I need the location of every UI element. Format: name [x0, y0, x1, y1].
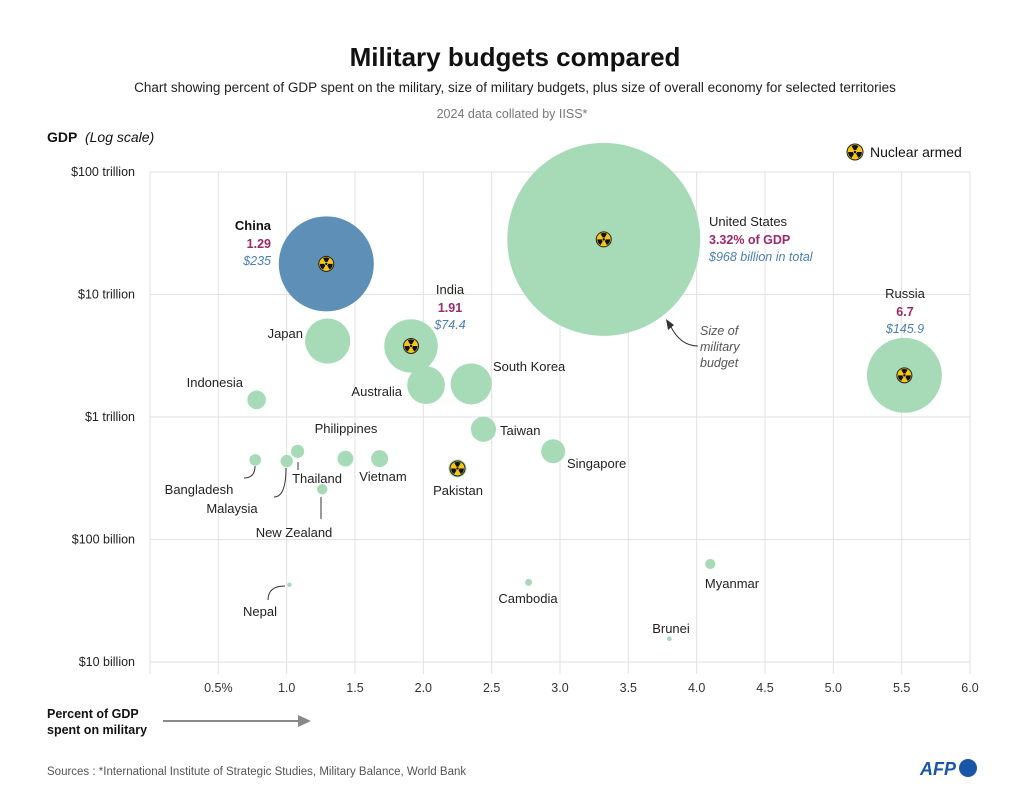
- budget-label-russia: $145.9: [885, 322, 924, 336]
- radiation-icon: [846, 143, 864, 161]
- label-india: India: [436, 282, 465, 297]
- bubble-taiwan: [470, 416, 497, 442]
- x-tick-label: 5.0: [825, 681, 842, 695]
- bubble-cambodia: [525, 578, 533, 586]
- bubble-brunei: [666, 636, 672, 642]
- label-brunei: Brunei: [652, 621, 690, 636]
- label-bangladesh: Bangladesh: [165, 482, 234, 497]
- nuclear-icon-united-states: [595, 231, 612, 248]
- y-axis-title-note: (Log scale): [85, 129, 154, 145]
- label-vietnam: Vietnam: [359, 469, 406, 484]
- y-tick-label: $100 trillion: [71, 165, 135, 179]
- chart-subtitle: Chart showing percent of GDP spent on th…: [134, 80, 896, 95]
- x-tick-label: 6.0: [961, 681, 978, 695]
- label-russia: Russia: [885, 286, 926, 301]
- leader-lines: [243, 462, 322, 601]
- legend-radiation-symbol: [846, 143, 864, 161]
- bubble-philippines: [291, 444, 305, 458]
- legend: Nuclear armed: [846, 143, 962, 161]
- y-tick-label: $100 billion: [72, 533, 135, 547]
- label-australia: Australia: [351, 384, 402, 399]
- bubble-nepal: [287, 582, 292, 588]
- bubble-australia: [407, 366, 445, 405]
- budget-label-united-states: $968 billion in total: [708, 250, 814, 264]
- label-new-zealand: New Zealand: [256, 525, 333, 540]
- chart-title: Military budgets compared: [350, 42, 681, 72]
- sources-note: Sources : *International Institute of St…: [47, 766, 466, 778]
- legend-label: Nuclear armed: [870, 144, 962, 160]
- annotation-line-1: Size of: [700, 324, 740, 338]
- x-tick-label: 4.5: [756, 681, 773, 695]
- x-axis-title-line-2: spent on military: [47, 723, 147, 737]
- label-myanmar: Myanmar: [705, 576, 760, 591]
- bubble-bangladesh: [249, 454, 262, 466]
- x-axis-arrow-head: [298, 715, 311, 727]
- y-tick-label: $1 trillion: [85, 410, 135, 424]
- x-tick-label: 2.5: [483, 681, 500, 695]
- x-axis-title-line-1: Percent of GDP: [47, 707, 139, 721]
- bubble-vietnam: [337, 450, 354, 467]
- label-taiwan: Taiwan: [500, 423, 540, 438]
- annotation-arrowhead: [666, 319, 674, 330]
- leader-nepal: [267, 585, 286, 601]
- label-singapore: Singapore: [567, 456, 626, 471]
- x-axis-ticks: 0.5% 1.0 1.5 2.0 2.5 3.0 3.5 4.0 4.5 5.0 5.5 6.0: [204, 681, 979, 695]
- bubble-new-zealand: [317, 484, 328, 495]
- label-japan: Japan: [268, 326, 303, 341]
- label-united-states: United States: [709, 214, 788, 229]
- bubble-singapore: [541, 439, 566, 464]
- data-note: 2024 data collated by IISS*: [437, 107, 588, 121]
- label-philippines: Philippines: [315, 421, 378, 436]
- bubble-indonesia: [247, 390, 266, 410]
- bubbles: [247, 142, 942, 642]
- bubble-japan: [305, 318, 351, 364]
- pct-label-russia: 6.7: [896, 305, 913, 319]
- y-tick-label: $10 billion: [79, 655, 135, 669]
- x-tick-label: 1.5: [346, 681, 363, 695]
- y-axis-ticks: $100 trillion $10 trillion $1 trillion $100…: [71, 165, 135, 669]
- x-tick-label: 0.5%: [204, 681, 233, 695]
- y-axis-title: GDP (Log scale): [47, 129, 154, 145]
- y-axis-title-main: GDP: [47, 129, 77, 145]
- bubble-thailand: [371, 450, 389, 468]
- leader-bangladesh: [243, 465, 256, 479]
- label-thailand: Thailand: [292, 471, 342, 486]
- label-nepal: Nepal: [243, 604, 277, 619]
- bubble-south-korea: [450, 363, 492, 405]
- country-labels: United States 3.32% of GDP $968 billion in…: [165, 214, 926, 636]
- pct-label-china: 1.29: [247, 237, 271, 251]
- bubble-myanmar: [705, 558, 716, 570]
- label-china: China: [235, 218, 272, 233]
- label-indonesia: Indonesia: [187, 375, 244, 390]
- x-tick-label: 3.0: [551, 681, 568, 695]
- bubble-malaysia: [280, 454, 293, 468]
- afp-logo: AFP: [919, 759, 977, 779]
- label-cambodia: Cambodia: [498, 591, 558, 606]
- y-tick-label: $10 trillion: [78, 288, 135, 302]
- annotation-line-3: budget: [700, 356, 739, 370]
- size-annotation: Size of military budget: [666, 319, 740, 370]
- budget-label-china: $235: [242, 254, 271, 268]
- nuclear-icon-russia: [896, 367, 913, 384]
- nuclear-icon-india: [403, 337, 420, 354]
- afp-logo-dot: [959, 759, 977, 777]
- afp-logo-text: AFP: [919, 759, 957, 779]
- label-south-korea: South Korea: [493, 359, 566, 374]
- pct-label-united-states: 3.32% of GDP: [709, 233, 790, 247]
- nuclear-icon-pakistan: [449, 460, 466, 477]
- pct-label-india: 1.91: [438, 301, 462, 315]
- budget-label-india: $74.4: [433, 318, 465, 332]
- x-tick-label: 1.0: [278, 681, 295, 695]
- x-tick-label: 4.0: [688, 681, 705, 695]
- annotation-arrow: [669, 324, 699, 347]
- x-tick-label: 5.5: [893, 681, 910, 695]
- x-tick-label: 3.5: [620, 681, 637, 695]
- nuclear-icon-china: [318, 255, 335, 272]
- annotation-line-2: military: [700, 340, 740, 354]
- x-tick-label: 2.0: [415, 681, 432, 695]
- leader-malaysia: [273, 467, 287, 498]
- label-pakistan: Pakistan: [433, 483, 483, 498]
- label-malaysia: Malaysia: [206, 501, 258, 516]
